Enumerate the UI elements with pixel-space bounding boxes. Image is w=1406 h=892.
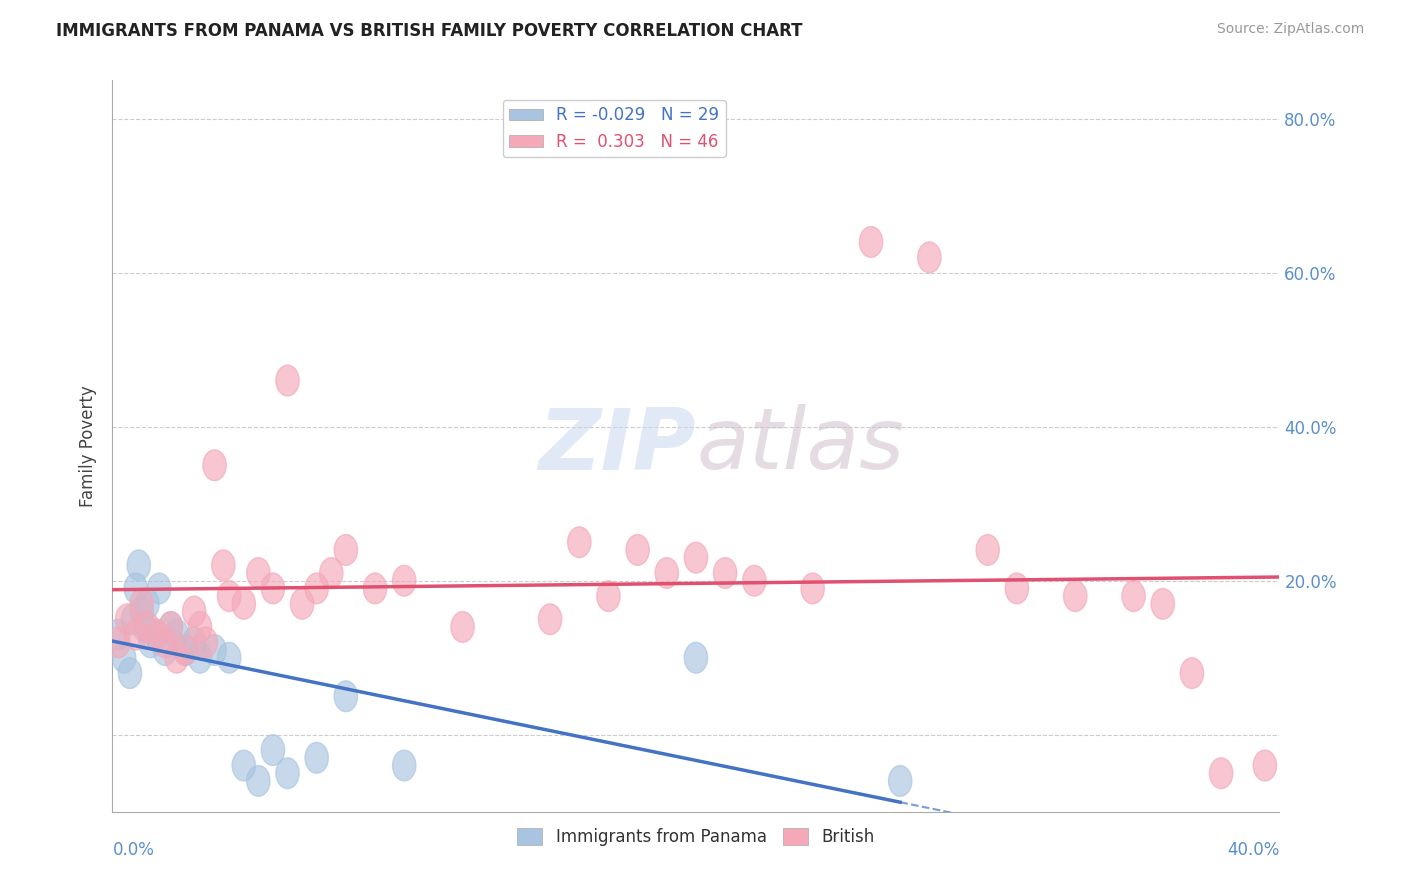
Ellipse shape <box>392 750 416 780</box>
Ellipse shape <box>129 596 153 627</box>
Ellipse shape <box>918 242 941 273</box>
Ellipse shape <box>194 627 218 657</box>
Ellipse shape <box>685 542 707 573</box>
Ellipse shape <box>136 589 159 619</box>
Ellipse shape <box>742 566 766 596</box>
Ellipse shape <box>305 742 329 773</box>
Ellipse shape <box>246 765 270 797</box>
Ellipse shape <box>165 642 188 673</box>
Ellipse shape <box>276 758 299 789</box>
Ellipse shape <box>626 534 650 566</box>
Ellipse shape <box>153 627 177 657</box>
Ellipse shape <box>232 750 256 780</box>
Ellipse shape <box>291 589 314 619</box>
Ellipse shape <box>685 642 707 673</box>
Ellipse shape <box>1122 581 1146 612</box>
Ellipse shape <box>655 558 679 589</box>
Ellipse shape <box>801 573 824 604</box>
Ellipse shape <box>159 612 183 642</box>
Ellipse shape <box>276 365 299 396</box>
Ellipse shape <box>112 642 136 673</box>
Ellipse shape <box>538 604 562 634</box>
Ellipse shape <box>188 612 212 642</box>
Ellipse shape <box>139 627 162 657</box>
Ellipse shape <box>124 619 148 650</box>
Ellipse shape <box>889 765 912 797</box>
Ellipse shape <box>335 681 357 712</box>
Ellipse shape <box>115 604 139 634</box>
Ellipse shape <box>262 735 284 765</box>
Ellipse shape <box>118 657 142 689</box>
Ellipse shape <box>596 581 620 612</box>
Text: atlas: atlas <box>696 404 904 488</box>
Ellipse shape <box>212 550 235 581</box>
Text: Source: ZipAtlas.com: Source: ZipAtlas.com <box>1216 22 1364 37</box>
Ellipse shape <box>232 589 256 619</box>
Ellipse shape <box>107 627 129 657</box>
Ellipse shape <box>134 612 156 642</box>
Ellipse shape <box>188 642 212 673</box>
Ellipse shape <box>859 227 883 258</box>
Ellipse shape <box>129 589 153 619</box>
Ellipse shape <box>121 604 145 634</box>
Ellipse shape <box>165 619 188 650</box>
Ellipse shape <box>145 619 167 650</box>
Ellipse shape <box>124 573 148 604</box>
Ellipse shape <box>262 573 284 604</box>
Ellipse shape <box>335 534 357 566</box>
Ellipse shape <box>183 627 205 657</box>
Ellipse shape <box>136 612 159 642</box>
Ellipse shape <box>1005 573 1029 604</box>
Ellipse shape <box>1180 657 1204 689</box>
Legend: Immigrants from Panama, British: Immigrants from Panama, British <box>509 820 883 855</box>
Ellipse shape <box>246 558 270 589</box>
Ellipse shape <box>392 566 416 596</box>
Ellipse shape <box>363 573 387 604</box>
Ellipse shape <box>319 558 343 589</box>
Ellipse shape <box>568 527 591 558</box>
Ellipse shape <box>218 581 240 612</box>
Text: IMMIGRANTS FROM PANAMA VS BRITISH FAMILY POVERTY CORRELATION CHART: IMMIGRANTS FROM PANAMA VS BRITISH FAMILY… <box>56 22 803 40</box>
Ellipse shape <box>451 612 474 642</box>
Ellipse shape <box>1152 589 1174 619</box>
Ellipse shape <box>976 534 1000 566</box>
Ellipse shape <box>107 619 129 650</box>
Ellipse shape <box>183 596 205 627</box>
Ellipse shape <box>153 634 177 665</box>
Ellipse shape <box>305 573 329 604</box>
Text: ZIP: ZIP <box>538 404 696 488</box>
Y-axis label: Family Poverty: Family Poverty <box>79 385 97 507</box>
Ellipse shape <box>145 619 167 650</box>
Ellipse shape <box>1209 758 1233 789</box>
Ellipse shape <box>202 634 226 665</box>
Ellipse shape <box>1253 750 1277 780</box>
Text: 0.0%: 0.0% <box>112 841 155 859</box>
Ellipse shape <box>713 558 737 589</box>
Ellipse shape <box>218 642 240 673</box>
Ellipse shape <box>202 450 226 481</box>
Ellipse shape <box>174 634 197 665</box>
Text: 40.0%: 40.0% <box>1227 841 1279 859</box>
Ellipse shape <box>174 634 197 665</box>
Ellipse shape <box>148 573 172 604</box>
Ellipse shape <box>1063 581 1087 612</box>
Ellipse shape <box>159 612 183 642</box>
Ellipse shape <box>127 550 150 581</box>
